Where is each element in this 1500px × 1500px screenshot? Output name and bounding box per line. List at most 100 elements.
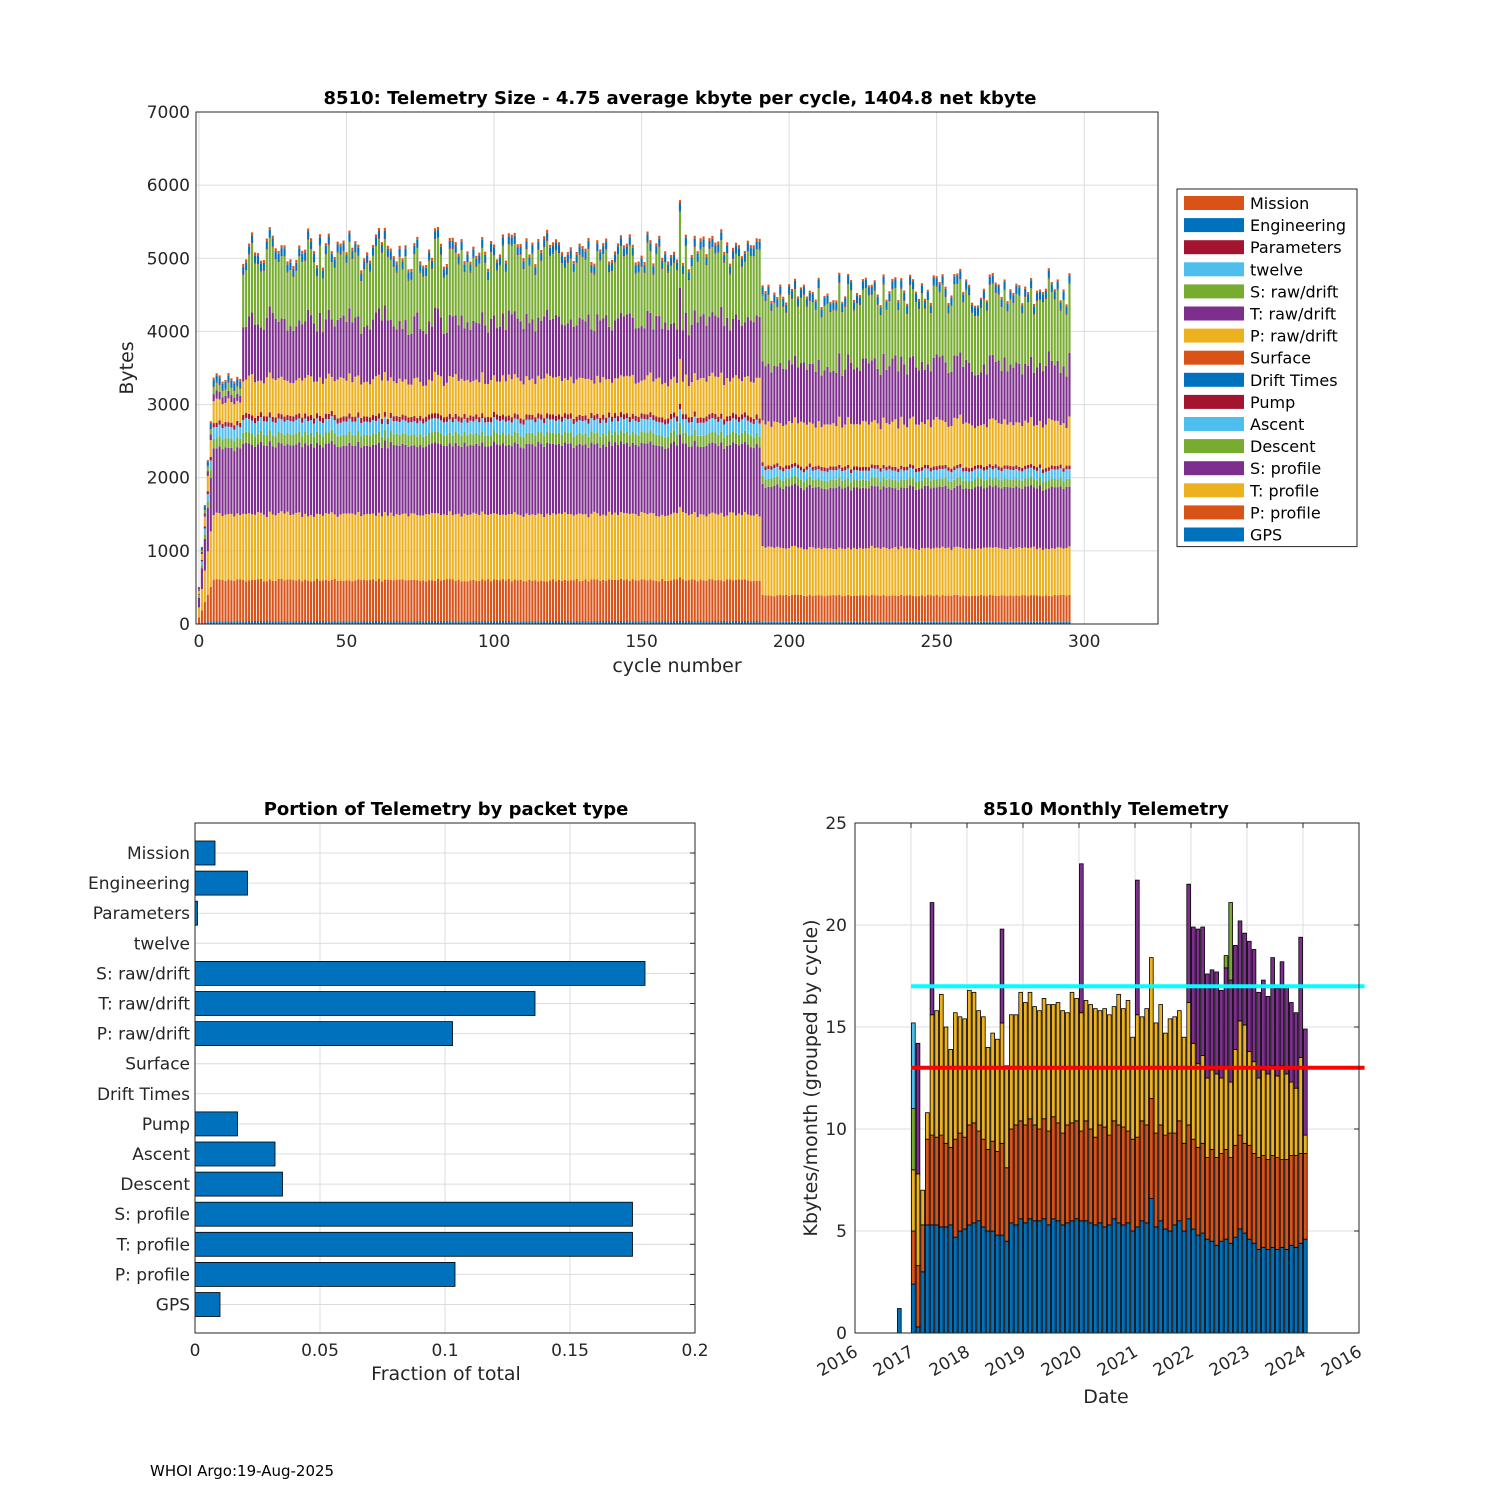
top-bar-segment <box>699 579 702 622</box>
top-bar-segment <box>1032 314 1036 373</box>
top-bar-segment <box>531 580 534 622</box>
top-bar-segment <box>380 516 383 582</box>
top-bar-segment <box>507 374 510 416</box>
br-bar-segment <box>1153 1226 1159 1334</box>
top-bar-segment <box>705 254 708 258</box>
top-bar-segment <box>587 447 590 518</box>
top-bar-segment <box>475 513 478 582</box>
top-bar-segment <box>723 424 726 438</box>
top-bar-segment <box>844 424 847 467</box>
top-cycle-bar <box>752 245 755 624</box>
top-bar-segment <box>876 303 879 305</box>
top-bar-segment <box>357 412 360 418</box>
top-bar-segment <box>215 448 218 513</box>
top-bar-segment <box>776 466 779 477</box>
top-bar-segment <box>572 263 575 272</box>
top-bar-segment <box>360 436 363 448</box>
top-bar-segment <box>422 268 425 276</box>
top-bar-segment <box>1044 298 1047 300</box>
top-bar-segment <box>953 274 956 277</box>
top-bar-segment <box>941 469 944 479</box>
top-bar-segment <box>944 288 947 297</box>
top-bar-segment <box>425 621 428 624</box>
top-bar-segment <box>672 376 676 413</box>
top-bar-segment <box>714 513 717 581</box>
top-bar-segment <box>248 375 251 414</box>
top-bar-segment <box>318 244 322 246</box>
top-bar-segment <box>487 268 490 272</box>
br-month-bar <box>995 1038 1000 1334</box>
top-legend-label: P: profile <box>1250 503 1321 522</box>
top-bar-segment <box>616 253 620 255</box>
top-cycle-bar <box>1056 279 1059 624</box>
top-bar-segment <box>1056 469 1059 480</box>
top-bar-segment <box>912 281 915 289</box>
top-bar-segment <box>611 421 614 435</box>
top-bar-segment <box>528 323 531 381</box>
top-bar-segment <box>1027 302 1030 366</box>
top-cycle-bar <box>404 245 407 624</box>
top-bar-segment <box>374 621 378 624</box>
top-bar-segment <box>696 417 699 423</box>
top-bar-segment <box>268 227 271 230</box>
top-legend-swatch <box>1184 350 1244 365</box>
top-bar-segment <box>268 237 271 238</box>
top-bar-segment <box>354 445 357 515</box>
top-bar-segment <box>805 487 808 550</box>
top-bar-segment <box>740 443 743 516</box>
top-bar-segment <box>333 326 336 382</box>
top-bar-segment <box>413 316 416 379</box>
top-bar-segment <box>829 466 832 470</box>
top-bar-segment <box>684 513 687 581</box>
top-bar-segment <box>634 444 637 515</box>
top-bar-segment <box>832 466 835 471</box>
top-bar-segment <box>947 547 950 596</box>
br-bar-segment <box>1293 1012 1299 1089</box>
br-bar-segment <box>929 902 935 1016</box>
br-month-bar <box>1088 1004 1093 1334</box>
top-legend-label: S: raw/drift <box>1250 282 1338 301</box>
top-bar-segment <box>684 419 687 433</box>
top-bar-segment <box>546 373 549 414</box>
top-bar-segment <box>991 273 994 276</box>
top-bar-segment <box>767 621 770 624</box>
top-bar-segment <box>634 514 637 581</box>
br-bar-segment <box>915 1173 921 1267</box>
top-bar-segment <box>885 301 888 310</box>
top-bar-segment <box>667 423 670 438</box>
top-cycle-bar <box>817 277 820 624</box>
top-bar-segment <box>605 435 608 447</box>
br-y-tick-label: 5 <box>836 1222 847 1242</box>
top-bar-segment <box>289 415 292 422</box>
top-bar-segment <box>708 238 711 241</box>
br-bar-segment <box>1265 996 1271 1075</box>
top-bar-segment <box>280 256 283 319</box>
top-bar-segment <box>504 580 507 622</box>
top-bar-segment <box>566 419 569 433</box>
br-bar-segment <box>1223 1067 1229 1150</box>
top-bar-segment <box>566 580 569 622</box>
top-bar-segment <box>1059 309 1062 311</box>
top-bar-segment <box>717 317 720 377</box>
top-bar-segment <box>891 595 894 622</box>
top-bar-segment <box>339 253 342 255</box>
top-bar-segment <box>572 437 575 448</box>
br-month-bar <box>897 1308 902 1334</box>
top-bar-segment <box>248 246 251 254</box>
top-bar-segment <box>702 247 705 315</box>
top-bar-segment <box>723 251 726 255</box>
top-bar-segment <box>667 386 670 419</box>
top-bar-segment <box>1000 307 1003 372</box>
top-bar-segment <box>466 621 469 624</box>
top-cycle-bar <box>454 242 457 624</box>
br-bar-segment <box>1284 1073 1289 1161</box>
br-bar-segment <box>1149 957 1154 1099</box>
top-bar-segment <box>422 580 425 622</box>
top-bar-segment <box>566 443 569 515</box>
top-bar-segment <box>360 280 363 282</box>
top-bar-segment <box>531 252 534 254</box>
top-cycle-bar <box>513 232 516 624</box>
top-bar-segment <box>383 416 386 430</box>
top-bar-segment <box>1056 279 1059 282</box>
top-bar-segment <box>460 315 463 379</box>
